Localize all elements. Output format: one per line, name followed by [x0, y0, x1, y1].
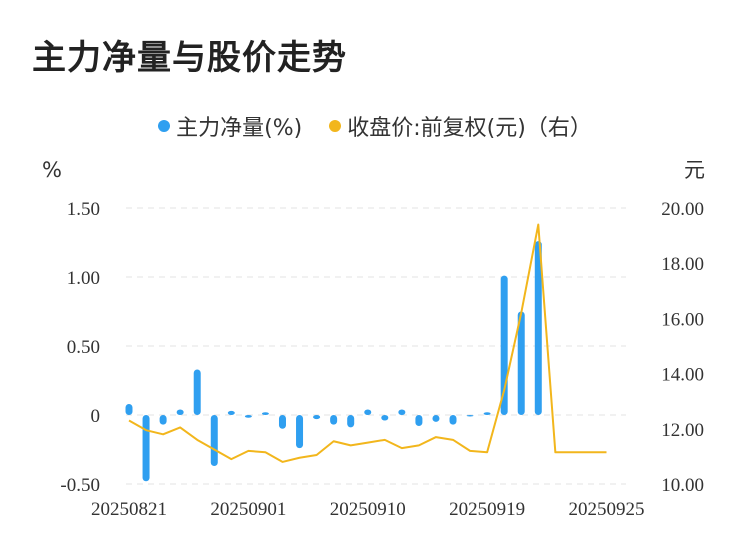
bar[interactable]	[261, 412, 269, 415]
bar[interactable]	[125, 403, 133, 415]
bar[interactable]	[142, 415, 150, 482]
right-tick-label: 20.00	[661, 199, 704, 220]
price-line[interactable]	[128, 223, 607, 463]
bar[interactable]	[227, 410, 235, 415]
left-tick-label: 1.00	[67, 268, 100, 289]
x-tick-label: 20250919	[449, 499, 525, 520]
bar[interactable]	[364, 409, 372, 415]
chart-title: 主力净量与股价走势	[32, 38, 347, 78]
bar[interactable]	[466, 415, 474, 417]
x-tick-label: 20250910	[330, 499, 406, 520]
bar[interactable]	[534, 241, 542, 415]
right-tick-label: 10.00	[661, 475, 704, 496]
bar[interactable]	[296, 415, 304, 449]
left-axis-unit: %	[42, 158, 62, 182]
bar[interactable]	[278, 415, 286, 429]
bar[interactable]	[432, 415, 440, 422]
x-tick-label: 20250901	[210, 499, 286, 520]
bar[interactable]	[381, 415, 389, 421]
bar[interactable]	[193, 369, 201, 415]
bar[interactable]	[347, 415, 355, 428]
bar[interactable]	[398, 409, 406, 415]
bar[interactable]	[176, 409, 184, 415]
x-tick-label: 20250925	[569, 499, 645, 520]
left-tick-label: 0.50	[67, 337, 100, 358]
right-tick-label: 18.00	[661, 254, 704, 275]
bar[interactable]	[330, 415, 338, 425]
right-axis-ticks: 20.00 18.00 16.00 14.00 12.00 10.00	[661, 199, 704, 496]
legend-dot-icon	[158, 120, 171, 132]
legend-dot-icon	[329, 120, 342, 132]
bar[interactable]	[415, 415, 423, 427]
left-tick-label: 0	[91, 406, 101, 427]
bar[interactable]	[244, 415, 252, 418]
legend-item-main-net[interactable]: 主力净量(%)	[158, 110, 302, 142]
right-tick-label: 12.00	[661, 420, 704, 441]
left-tick-label: -0.50	[60, 475, 100, 496]
right-axis-unit: 元	[684, 158, 705, 182]
chart-legend: 主力净量(%) 收盘价:前复权(元)（右）	[0, 110, 750, 142]
legend-label-main-net: 主力净量(%)	[176, 116, 303, 141]
bar[interactable]	[500, 275, 508, 415]
line-series	[128, 223, 607, 463]
bar[interactable]	[159, 415, 167, 425]
legend-label-close-price: 收盘价:前复权(元)（右）	[347, 116, 592, 141]
bar[interactable]	[483, 412, 491, 415]
bar[interactable]	[313, 415, 321, 420]
x-tick-label: 20250821	[91, 499, 167, 520]
left-axis-ticks: 1.50 1.00 0.50 0 -0.50	[60, 199, 100, 496]
right-tick-label: 16.00	[661, 309, 704, 330]
bar[interactable]	[210, 415, 218, 467]
bar[interactable]	[449, 415, 457, 425]
x-axis-ticks: 20250821 20250901 20250910 20250919 20250925	[91, 499, 645, 520]
left-tick-label: 1.50	[67, 199, 100, 220]
bar[interactable]	[517, 311, 525, 416]
legend-item-close-price[interactable]: 收盘价:前复权(元)（右）	[329, 110, 592, 142]
right-tick-label: 14.00	[661, 365, 704, 386]
